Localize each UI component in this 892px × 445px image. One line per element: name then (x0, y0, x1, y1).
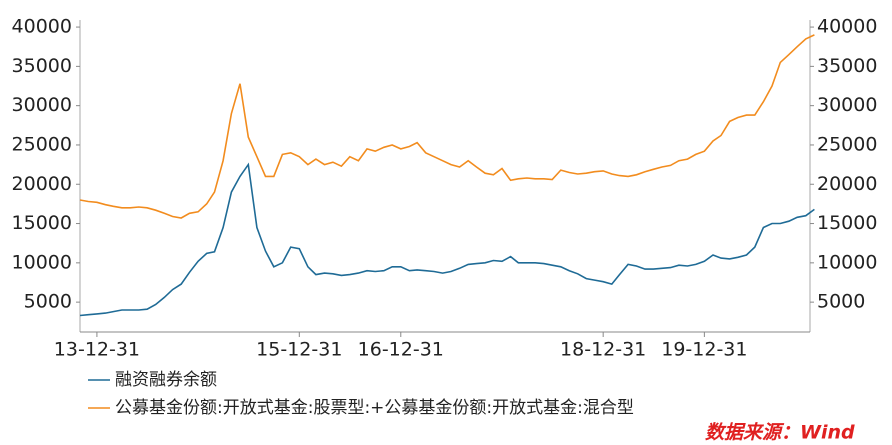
legend-label: 公募基金份额:开放式基金:股票型:+公募基金份额:开放式基金:混合型 (115, 398, 634, 418)
y2-tick-label: 35000 (817, 55, 877, 77)
y-tick-label: 25000 (12, 133, 72, 155)
x-tick-label: 19-12-31 (661, 339, 747, 361)
y2-tick-label: 25000 (817, 133, 877, 155)
y-tick-label: 30000 (12, 94, 72, 116)
source-note: 数据来源：Wind (705, 422, 855, 444)
y-tick-label: 20000 (12, 173, 72, 195)
y2-tick-label: 5000 (817, 291, 865, 313)
y-tick-label: 10000 (12, 251, 72, 273)
legend-label: 融资融券余额 (115, 370, 217, 390)
y2-tick-label: 20000 (817, 173, 877, 195)
y-tick-label: 40000 (12, 16, 72, 38)
y2-tick-label: 40000 (817, 16, 877, 38)
series-line (79, 162, 815, 317)
series-line (79, 34, 815, 219)
y-tick-label: 15000 (12, 212, 72, 234)
x-tick-label: 16-12-31 (358, 339, 444, 361)
x-tick-label: 18-12-31 (560, 339, 646, 361)
y-tick-label: 5000 (24, 291, 72, 313)
x-tick-label: 15-12-31 (256, 339, 342, 361)
y2-tick-label: 15000 (817, 212, 877, 234)
y-tick-label: 35000 (12, 55, 72, 77)
x-tick-label: 13-12-31 (54, 339, 140, 361)
y2-tick-label: 30000 (817, 94, 877, 116)
y2-tick-label: 10000 (817, 251, 877, 273)
